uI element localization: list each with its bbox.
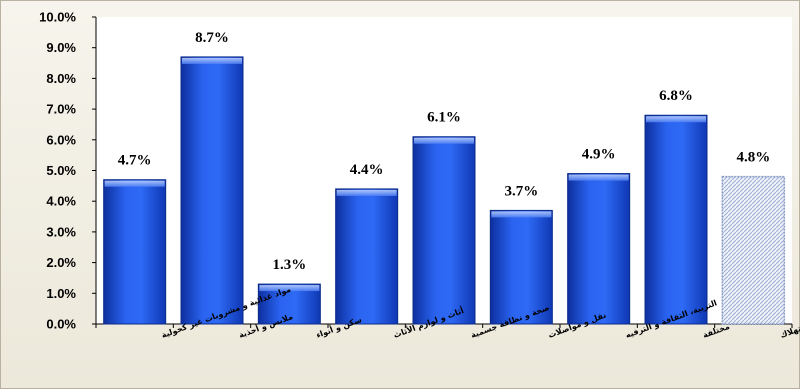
y-tick-label: 6.0% <box>46 132 76 147</box>
bar <box>644 114 708 325</box>
y-tick-label: 8.0% <box>46 71 76 86</box>
bar <box>180 56 244 325</box>
bar <box>335 188 399 325</box>
data-label: 6.1% <box>427 110 461 126</box>
bar-highlight <box>336 189 397 196</box>
y-tick-label: 1.0% <box>46 286 76 301</box>
data-label: 4.9% <box>582 147 616 163</box>
bar <box>567 173 631 325</box>
y-tick-label: 9.0% <box>46 40 76 55</box>
bar-highlight <box>259 285 320 292</box>
bar <box>721 175 786 325</box>
bar <box>489 209 553 325</box>
y-tick-label: 4.0% <box>46 194 76 209</box>
bar <box>103 179 167 325</box>
data-label: 4.4% <box>350 162 384 178</box>
bar-highlight <box>414 137 474 144</box>
bar-highlight <box>104 180 165 187</box>
data-label: 4.8% <box>736 150 770 166</box>
data-label: 3.7% <box>504 183 538 199</box>
bar-highlight <box>491 211 552 218</box>
bar <box>412 136 476 325</box>
bar-highlight <box>182 57 242 64</box>
y-tick-label: 2.0% <box>46 255 76 270</box>
data-label: 8.7% <box>195 30 229 46</box>
y-tick-label: 3.0% <box>46 224 76 239</box>
y-tick-label: 0.0% <box>46 317 76 332</box>
bar-highlight <box>646 116 706 123</box>
y-tick-label: 5.0% <box>46 163 76 178</box>
data-label: 1.3% <box>272 257 306 273</box>
bar-highlight <box>568 174 629 181</box>
y-tick-label: 10.0% <box>39 10 76 25</box>
y-tick-label: 7.0% <box>46 102 76 117</box>
x-tick-label: مختلفة <box>702 322 731 340</box>
data-label: 6.8% <box>659 88 693 104</box>
data-label: 4.7% <box>118 153 152 169</box>
